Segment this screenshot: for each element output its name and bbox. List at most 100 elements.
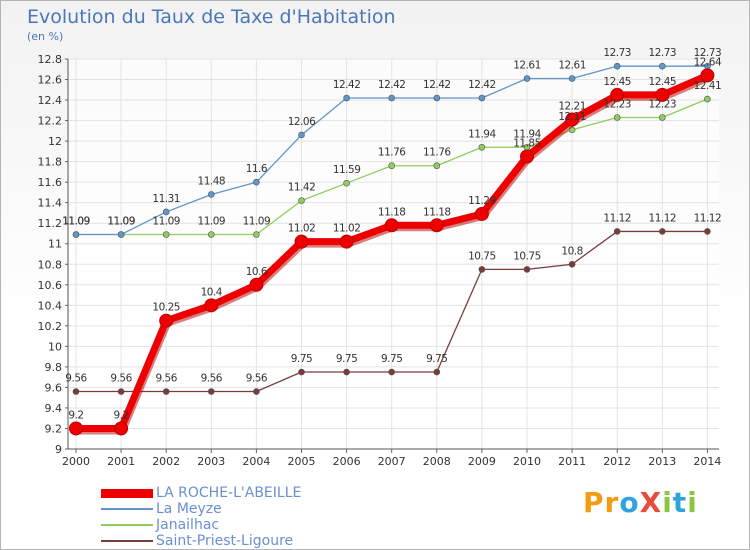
- data-label-saint-priest: 11.12: [649, 212, 677, 224]
- data-label-janailhac: 11.94: [513, 128, 541, 140]
- data-label-la-roche: 12.21: [558, 101, 586, 113]
- data-point-la-roche: [339, 234, 354, 249]
- data-label-la-meyze: 12.73: [694, 47, 722, 59]
- x-tick-label: 2009: [468, 455, 496, 468]
- data-label-saint-priest: 9.56: [65, 373, 87, 385]
- data-label-la-meyze: 11.31: [152, 193, 180, 205]
- chart-title: Evolution du Taux de Taxe d'Habitation: [27, 6, 396, 28]
- data-point-la-roche: [114, 421, 129, 436]
- data-label-la-roche: 12.45: [603, 76, 631, 88]
- data-point-la-meyze: [343, 94, 350, 102]
- x-tick-label: 2001: [107, 455, 135, 468]
- data-point-la-roche: [474, 206, 489, 221]
- data-point-la-meyze: [72, 231, 80, 238]
- data-label-la-meyze: 12.42: [423, 79, 451, 91]
- data-label-janailhac: 11.94: [468, 128, 496, 140]
- x-tick-label: 2011: [558, 455, 586, 468]
- data-point-la-meyze: [162, 208, 170, 216]
- y-tick-label: 10.4: [38, 299, 63, 312]
- y-tick-label: 10: [48, 340, 62, 353]
- data-point-janailhac: [704, 95, 711, 103]
- data-point-saint-priest: [658, 228, 666, 235]
- data-label-la-roche: 11.18: [378, 206, 406, 218]
- data-label-janailhac: 11.76: [378, 147, 406, 159]
- data-point-la-meyze: [478, 94, 486, 102]
- data-label-la-meyze: 12.73: [603, 47, 631, 59]
- x-tick-label: 2012: [603, 455, 631, 468]
- legend-label-la-meyze: La Meyze: [156, 501, 222, 517]
- data-point-la-meyze: [208, 191, 215, 198]
- data-label-janailhac: 11.42: [288, 182, 316, 194]
- data-point-la-meyze: [613, 62, 621, 70]
- data-label-la-meyze: 12.42: [468, 79, 496, 91]
- data-label-saint-priest: 10.75: [513, 250, 541, 262]
- y-tick-label: 9.4: [45, 402, 63, 415]
- data-label-janailhac: 12.23: [649, 99, 677, 111]
- y-tick-label: 11.2: [38, 217, 63, 230]
- data-point-saint-priest: [117, 388, 125, 395]
- data-label-la-meyze: 11.09: [62, 216, 90, 228]
- data-label-saint-priest: 9.75: [381, 353, 402, 365]
- x-tick-label: 2006: [333, 455, 361, 468]
- y-tick-label: 12.4: [38, 94, 63, 107]
- data-point-la-meyze: [388, 94, 396, 102]
- data-label-la-meyze: 12.73: [649, 47, 677, 59]
- data-label-la-roche: 12.64: [694, 56, 722, 68]
- data-label-saint-priest: 11.12: [694, 212, 722, 224]
- y-tick-label: 10.6: [38, 279, 63, 292]
- data-point-la-roche: [249, 277, 264, 292]
- data-point-la-roche: [610, 87, 625, 102]
- data-label-la-roche: 10.6: [246, 266, 268, 278]
- legend-item-la-roche: LA ROCHE-L'ABEILLE: [101, 485, 301, 501]
- data-point-saint-priest: [613, 228, 621, 235]
- data-label-saint-priest: 10.8: [561, 245, 582, 257]
- data-point-la-roche: [69, 421, 83, 436]
- plot-area: [68, 59, 719, 449]
- y-tick-label: 11.4: [38, 197, 63, 210]
- data-point-janailhac: [388, 162, 396, 170]
- legend-label-saint-priest: Saint-Priest-Ligoure: [156, 533, 294, 549]
- data-point-janailhac: [253, 231, 260, 238]
- data-label-la-meyze: 12.42: [378, 79, 406, 91]
- data-point-la-meyze: [568, 75, 576, 82]
- x-tick-label: 2007: [378, 455, 406, 468]
- data-label-la-roche: 10.25: [152, 302, 180, 314]
- legend-swatch-la-roche: [101, 488, 153, 498]
- legend-swatch-saint-priest: [101, 540, 153, 542]
- data-point-la-roche: [204, 298, 219, 313]
- x-tick-label: 2002: [152, 455, 180, 468]
- data-point-la-roche: [294, 234, 309, 249]
- legend-item-la-meyze: La Meyze: [101, 501, 301, 517]
- y-tick-label: 9.8: [45, 361, 63, 374]
- logo-letter: P: [583, 486, 605, 519]
- data-label-saint-priest: 9.56: [246, 373, 268, 385]
- data-point-saint-priest: [478, 266, 486, 273]
- data-point-saint-priest: [162, 388, 170, 395]
- data-point-la-roche: [700, 68, 715, 83]
- data-point-la-meyze: [117, 231, 125, 238]
- x-tick-label: 2013: [648, 455, 676, 468]
- data-point-la-roche: [159, 313, 174, 328]
- data-point-saint-priest: [72, 388, 80, 395]
- data-label-janailhac: 11.09: [107, 216, 135, 228]
- data-label-la-meyze: 12.61: [513, 60, 541, 72]
- legend-item-janailhac: Janailhac: [101, 517, 301, 533]
- y-tick-label: 9: [55, 443, 62, 456]
- logo-letter: i: [687, 486, 698, 519]
- y-tick-label: 12: [48, 135, 62, 148]
- data-label-janailhac: 11.09: [243, 216, 271, 228]
- data-label-la-roche: 9.2: [113, 409, 128, 421]
- data-point-la-roche: [429, 218, 444, 233]
- legend-label-la-roche: LA ROCHE-L'ABEILLE: [156, 485, 302, 501]
- legend-swatch-janailhac: [101, 524, 153, 526]
- data-point-saint-priest: [343, 368, 350, 376]
- data-point-la-meyze: [433, 94, 441, 102]
- data-label-janailhac: 11.09: [152, 216, 180, 228]
- y-tick-label: 12.8: [38, 53, 63, 66]
- x-tick-label: 2000: [62, 455, 90, 468]
- data-point-la-meyze: [253, 178, 260, 186]
- data-point-janailhac: [208, 231, 215, 238]
- data-label-janailhac: 11.09: [198, 216, 226, 228]
- legend-label-janailhac: Janailhac: [156, 517, 220, 533]
